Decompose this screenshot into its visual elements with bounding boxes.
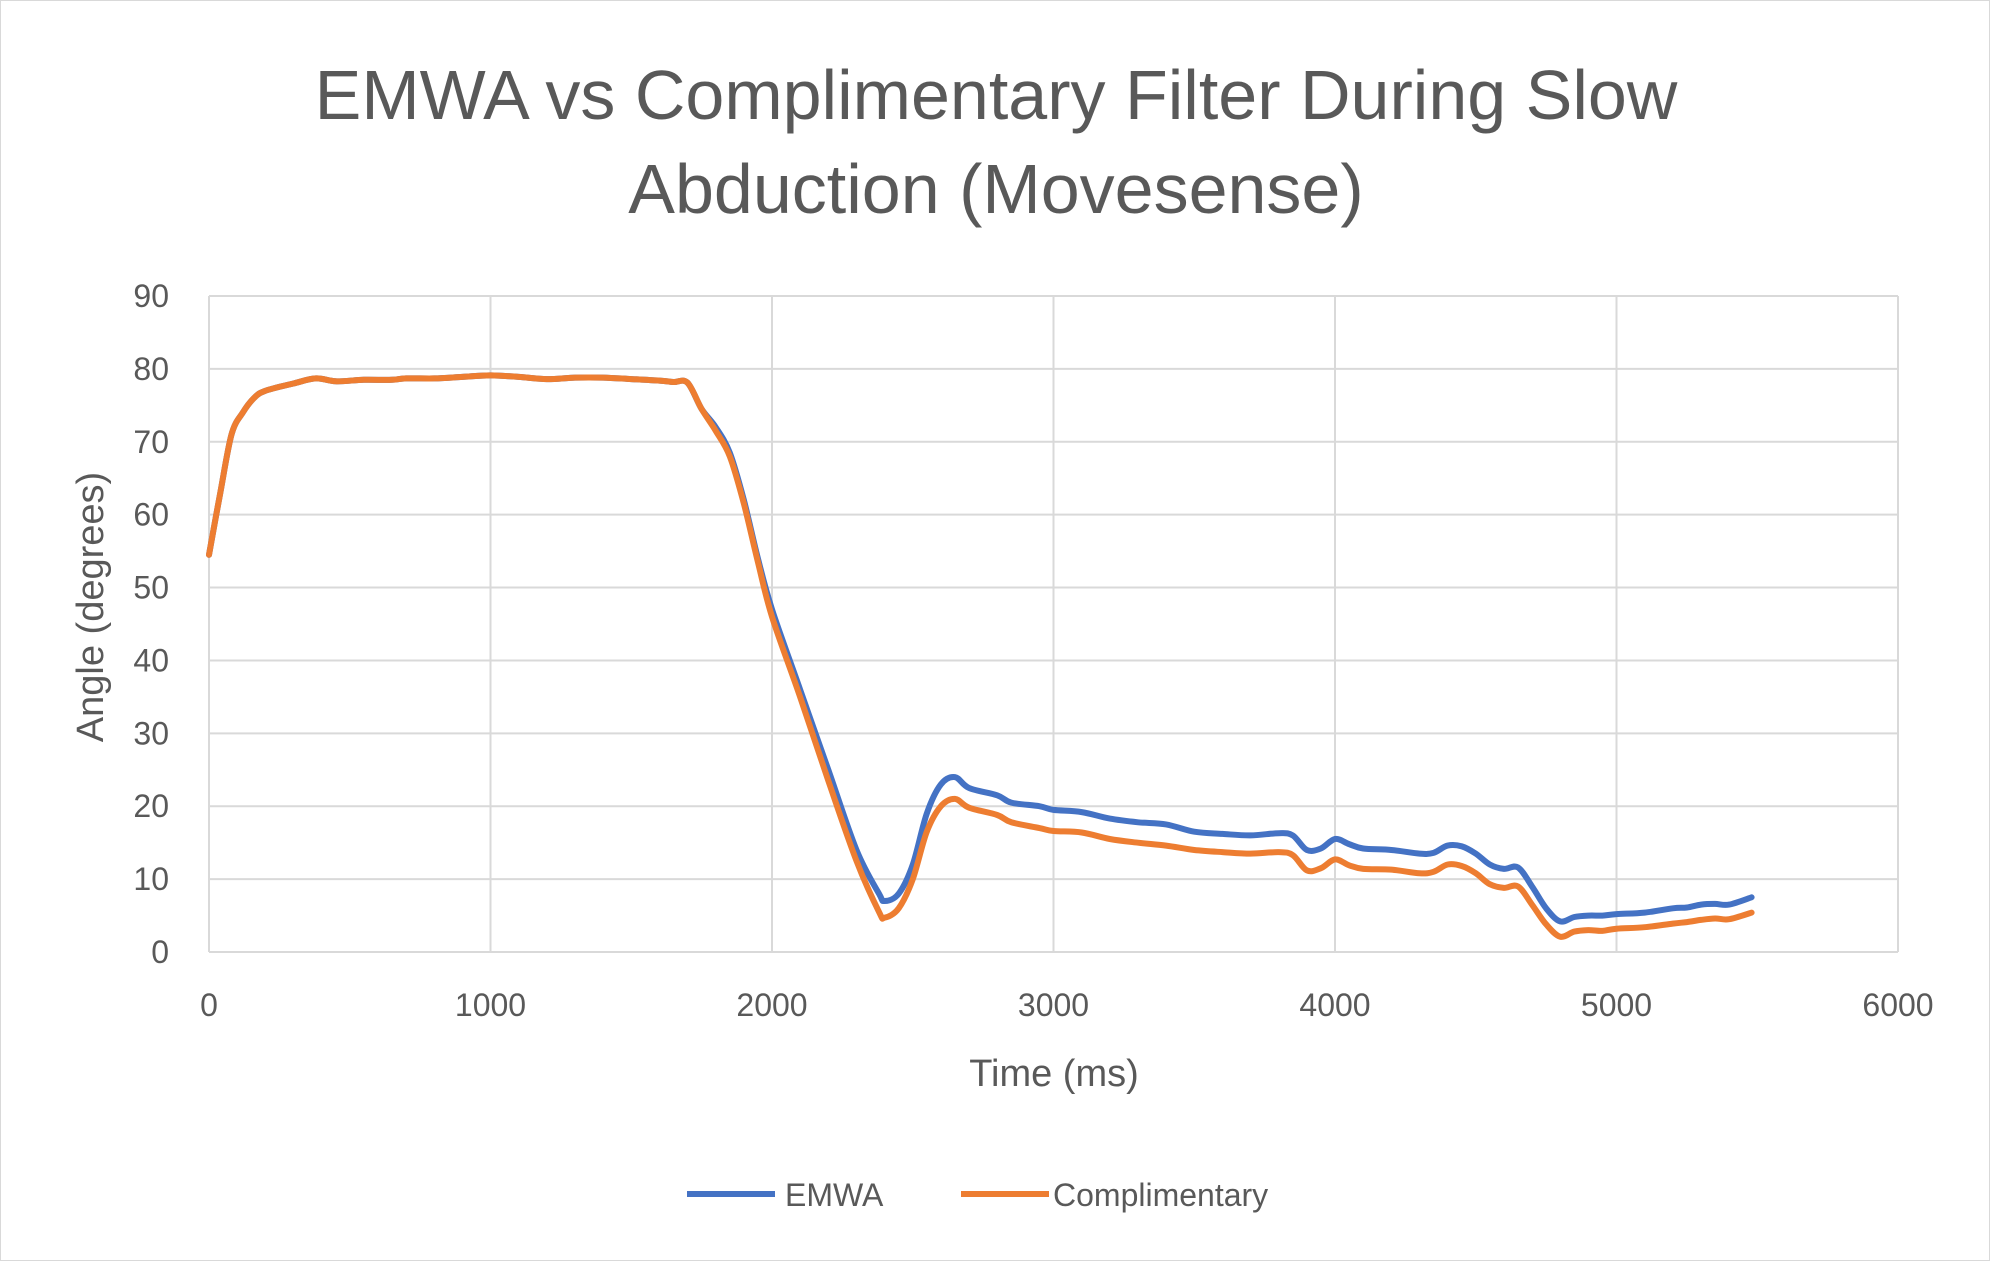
x-axis-title: Time (ms) [969,1053,1139,1095]
legend-label-emwa: EMWA [785,1177,884,1213]
x-tick-label: 2000 [736,987,807,1023]
x-tick-label: 0 [200,987,218,1023]
y-tick-label: 60 [133,497,169,533]
series-line-emwa [206,372,1755,925]
y-tick-label: 0 [151,934,169,970]
y-tick-label: 70 [133,424,169,460]
y-axis-title: Angle (degrees) [70,472,112,742]
x-tick-label: 1000 [455,987,526,1023]
y-tick-label: 40 [133,642,169,678]
y-tick-label: 20 [133,788,169,824]
x-tick-label: 3000 [1018,987,1089,1023]
chart-title-line-2: Abduction (Movesense) [628,150,1363,228]
gridlines [208,295,1899,953]
legend-label-complimentary: Complimentary [1053,1177,1268,1213]
y-tick-label: 30 [133,715,169,751]
x-tick-label: 5000 [1581,987,1652,1023]
x-axis-ticks: 0 1000 2000 3000 4000 5000 6000 [200,987,1933,1023]
series-line-complimentary [206,372,1755,940]
y-tick-label: 50 [133,570,169,606]
y-axis-ticks: 0 10 20 30 40 50 60 70 80 90 [133,278,169,970]
legend: EMWA Complimentary [687,1177,1268,1213]
y-tick-label: 10 [133,861,169,897]
x-tick-label: 6000 [1862,987,1933,1023]
y-tick-label: 80 [133,351,169,387]
chart-title-line-1: EMWA vs Complimentary Filter During Slow [315,56,1678,134]
series-lines [206,372,1755,940]
x-tick-label: 4000 [1299,987,1370,1023]
y-tick-label: 90 [133,278,169,314]
